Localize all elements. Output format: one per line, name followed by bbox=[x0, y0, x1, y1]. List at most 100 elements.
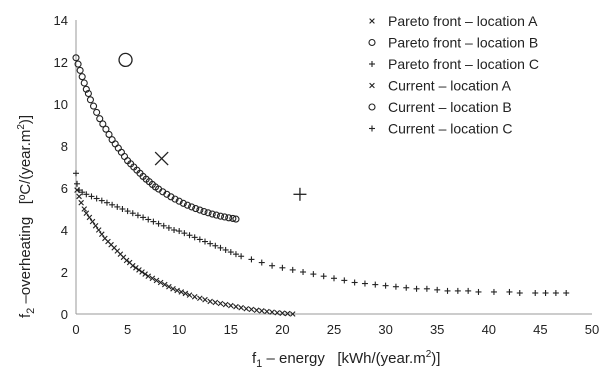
data-point bbox=[88, 193, 95, 200]
legend-marker bbox=[368, 103, 376, 111]
data-point bbox=[149, 275, 156, 282]
data-point bbox=[183, 201, 192, 209]
data-point bbox=[86, 214, 93, 221]
data-point bbox=[225, 214, 233, 222]
y-axis-label-end: )] bbox=[17, 115, 34, 124]
data-point bbox=[300, 269, 307, 275]
x-axis-label-rest: – energy [kWh/(year.m bbox=[262, 350, 425, 367]
legend-item: Pareto front – location B bbox=[368, 35, 538, 51]
data-point bbox=[93, 195, 100, 202]
data-point bbox=[175, 197, 183, 205]
data-point bbox=[142, 271, 148, 277]
data-point bbox=[119, 206, 126, 212]
data-point bbox=[134, 212, 141, 219]
series-4 bbox=[154, 151, 169, 166]
data-point bbox=[341, 277, 348, 284]
data-point bbox=[166, 283, 172, 290]
data-point bbox=[76, 66, 84, 74]
data-point bbox=[78, 73, 86, 81]
data-point bbox=[179, 199, 187, 207]
data-point bbox=[532, 290, 539, 296]
data-point bbox=[174, 287, 180, 294]
data-point bbox=[351, 279, 358, 286]
data-point bbox=[192, 205, 200, 213]
data-point bbox=[117, 148, 125, 156]
data-point bbox=[74, 180, 81, 187]
data-point bbox=[108, 136, 116, 144]
x-axis-ticks: 0 5 10 15 20 25 30 35 40 45 50 bbox=[72, 322, 599, 337]
data-point bbox=[542, 290, 549, 296]
x-tick-label: 5 bbox=[124, 322, 131, 337]
data-point bbox=[221, 213, 229, 221]
y-axis-label-rest: –overheating [ºC/(year.m bbox=[17, 130, 34, 308]
data-point bbox=[171, 195, 179, 203]
legend-item: Current – location B bbox=[368, 99, 512, 115]
data-point bbox=[233, 303, 239, 310]
data-point bbox=[284, 310, 291, 317]
data-point bbox=[403, 284, 410, 291]
y-tick-label: 2 bbox=[61, 265, 68, 280]
legend-label: Current – location C bbox=[388, 121, 513, 137]
data-point bbox=[207, 240, 214, 247]
data-point bbox=[204, 209, 212, 217]
data-point bbox=[372, 281, 379, 288]
x-tick-label: 45 bbox=[533, 322, 547, 337]
data-point bbox=[160, 222, 167, 229]
data-point bbox=[114, 203, 121, 210]
data-point bbox=[238, 304, 244, 311]
data-point bbox=[95, 227, 102, 233]
data-point bbox=[552, 290, 559, 296]
data-point bbox=[140, 214, 147, 221]
y-axis-label-sup: 2 bbox=[16, 124, 27, 130]
data-point bbox=[86, 96, 94, 104]
data-point bbox=[124, 208, 131, 215]
data-point bbox=[197, 295, 203, 302]
data-point bbox=[161, 281, 168, 288]
x-axis-label-end: )] bbox=[431, 350, 440, 367]
data-point bbox=[171, 227, 178, 233]
data-point bbox=[248, 306, 255, 313]
data-point bbox=[89, 218, 96, 225]
data-point bbox=[103, 199, 110, 206]
data-point bbox=[293, 187, 307, 201]
legend-item: Current – location A bbox=[369, 78, 512, 94]
data-point bbox=[154, 151, 169, 166]
data-point bbox=[191, 293, 198, 300]
data-point bbox=[200, 207, 208, 216]
series-3 bbox=[73, 170, 570, 296]
data-point bbox=[423, 285, 430, 292]
data-point bbox=[208, 210, 216, 218]
data-point bbox=[216, 212, 225, 220]
data-point bbox=[186, 232, 193, 239]
data-point bbox=[258, 259, 265, 266]
y-axis-label-main: f bbox=[17, 313, 34, 318]
legend-item: Current – location C bbox=[369, 121, 513, 137]
data-point bbox=[274, 309, 281, 316]
legend-label: Pareto front – location C bbox=[388, 56, 539, 72]
data-point bbox=[178, 289, 185, 295]
data-point bbox=[133, 265, 139, 271]
y-tick-label: 10 bbox=[54, 97, 68, 112]
data-point bbox=[382, 282, 389, 289]
legend-item: Pareto front – location A bbox=[369, 13, 538, 29]
data-point bbox=[212, 299, 219, 306]
data-point bbox=[99, 120, 107, 128]
series-2 bbox=[72, 54, 240, 223]
data-point bbox=[444, 287, 451, 294]
x-tick-label: 25 bbox=[327, 322, 341, 337]
y-tick-label: 6 bbox=[61, 181, 68, 196]
data-point bbox=[196, 236, 203, 243]
data-point bbox=[111, 140, 119, 148]
x-tick-label: 10 bbox=[172, 322, 186, 337]
data-point bbox=[310, 271, 317, 278]
series-5 bbox=[118, 52, 133, 68]
data-point bbox=[258, 308, 265, 314]
data-point bbox=[229, 214, 237, 222]
data-point bbox=[145, 216, 152, 223]
x-axis-label-sub: 1 bbox=[256, 358, 262, 370]
data-point bbox=[212, 211, 220, 219]
data-point bbox=[243, 305, 250, 312]
x-tick-label: 35 bbox=[430, 322, 444, 337]
series-1 bbox=[74, 187, 296, 317]
data-point bbox=[72, 54, 80, 62]
